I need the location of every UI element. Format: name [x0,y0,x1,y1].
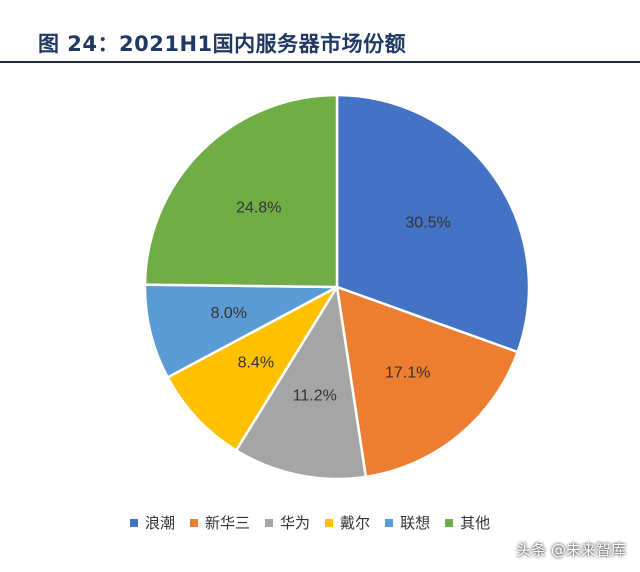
chart-title: 图 24：2021H1国内服务器市场份额 [38,32,407,56]
pie-slice-4 [166,285,339,452]
pie-slice-1 [335,93,531,354]
legend-item-1: 浪潮 [130,512,175,533]
legend-swatch [130,518,138,527]
watermark: 头条 @未来智库 [516,541,626,559]
legend-item-4: 戴尔 [325,512,370,533]
legend-label: 新华三 [205,514,251,532]
data-label-2: 17.1% [385,365,430,382]
legend-item-3: 华为 [265,512,310,533]
data-label-5: 8.0% [211,305,247,322]
legend-item-2: 新华三 [190,512,250,533]
pie-slice-6 [143,93,339,289]
pie-slice-2 [335,285,519,479]
legend-swatch [445,518,454,527]
legend-item-5: 联想 [385,512,430,533]
legend-swatch [190,518,199,527]
legend-label: 其他 [460,514,491,532]
data-label-1: 30.5% [405,214,450,231]
data-label-6: 24.8% [236,199,281,216]
legend-swatch [325,518,334,527]
legend-swatch [385,518,394,527]
title-underline [0,61,640,63]
legend-label: 浪潮 [145,514,176,532]
pie-slice-3 [234,285,368,481]
legend: 浪潮 新华三 华为 戴尔 联想 其他 [130,512,505,533]
pie-slice-5 [143,283,339,379]
legend-item-6: 其他 [445,512,490,533]
legend-label: 戴尔 [340,514,371,532]
pie-chart: 30.5% 17.1% 11.2% 8.4% 8.0% 24.8% [143,93,531,481]
legend-label: 华为 [280,514,311,532]
legend-label: 联想 [400,514,431,532]
data-label-4: 8.4% [238,355,274,372]
data-label-3: 11.2% [293,388,337,405]
legend-swatch [265,518,274,527]
